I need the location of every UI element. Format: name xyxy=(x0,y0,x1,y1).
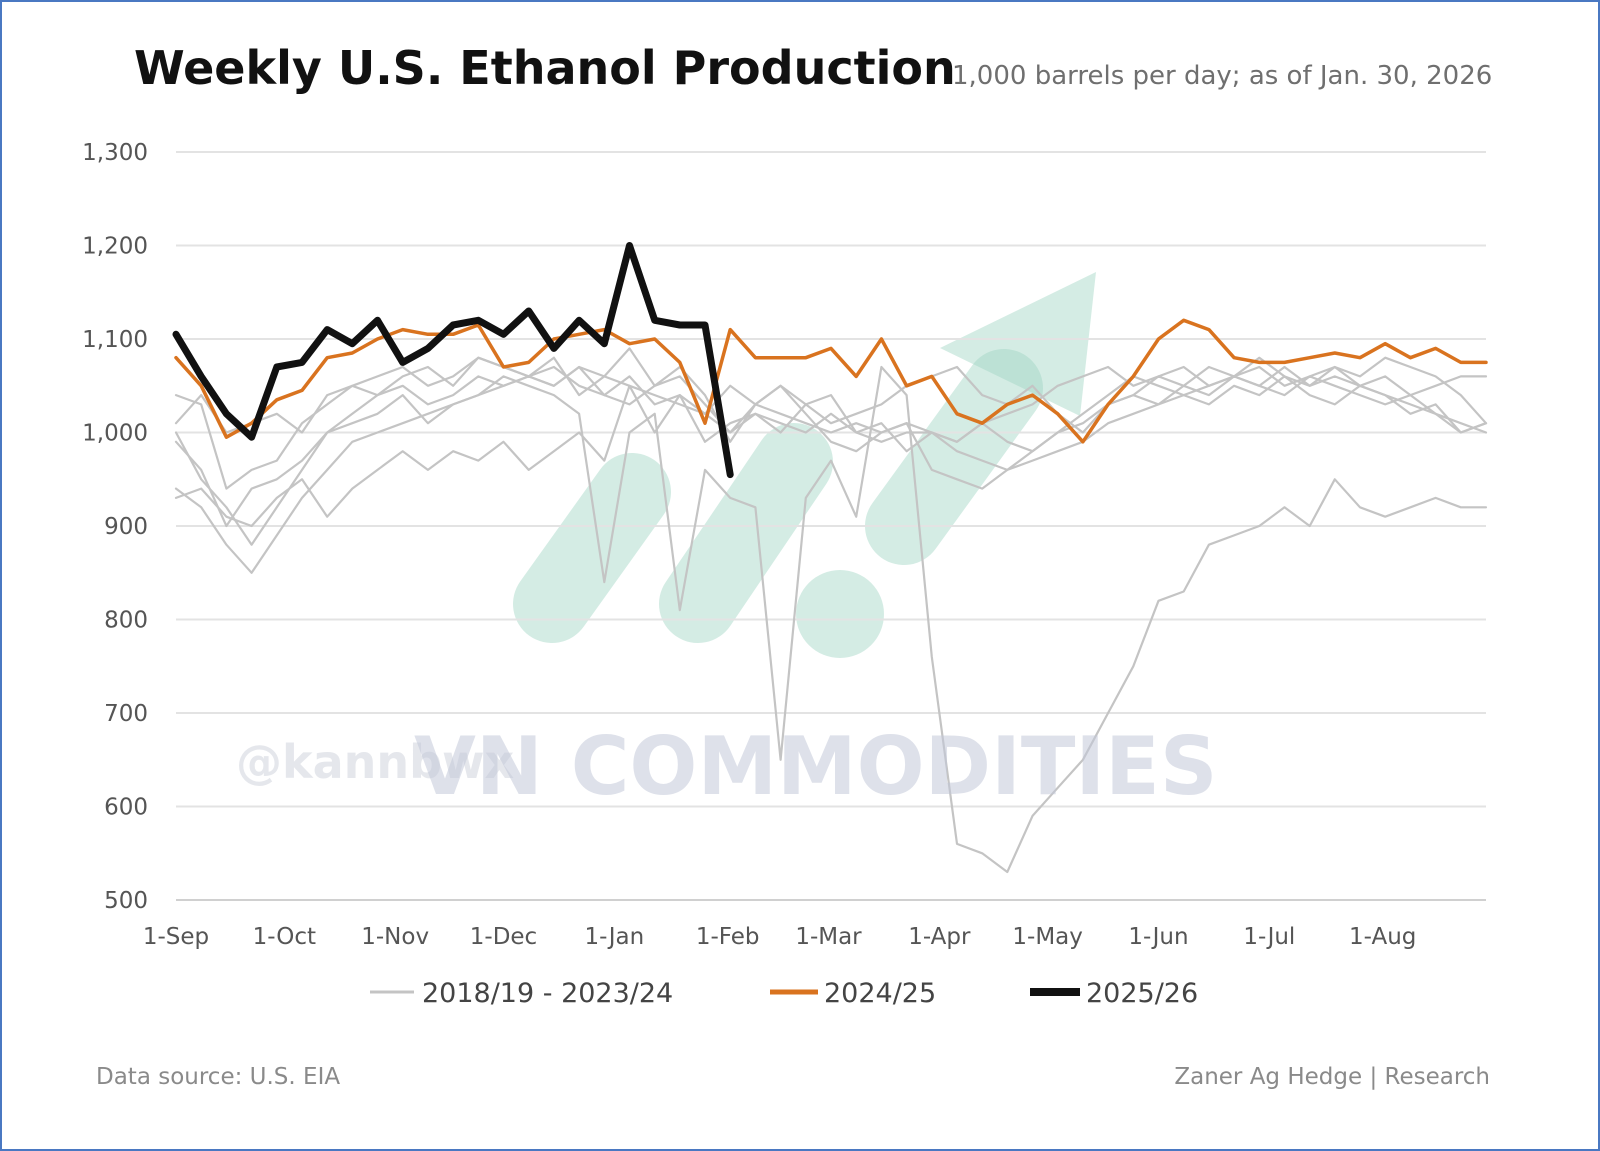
x-tick-label: 1-Jul xyxy=(1243,924,1295,950)
x-tick-label: 1-Nov xyxy=(361,924,429,950)
watermark-arrow-bar-2 xyxy=(659,423,833,643)
legend-label-history: 2018/19 - 2023/24 xyxy=(422,978,673,1009)
series-line-y2024-6 xyxy=(174,318,1488,444)
legend: 2018/19 - 2023/24 2024/25 2025/26 xyxy=(370,978,1198,1009)
y-tick-label: 600 xyxy=(104,795,148,821)
watermark-arrow-head xyxy=(940,272,1096,416)
y-tick-label: 1,100 xyxy=(82,327,148,353)
y-tick-label: 900 xyxy=(104,514,148,540)
x-tick-label: 1-May xyxy=(1012,924,1082,950)
series-line-y2025-7 xyxy=(172,242,734,479)
chart-title: Weekly U.S. Ethanol Production xyxy=(134,41,956,95)
watermark-arrow-dot xyxy=(796,570,884,658)
y-tick-label: 1,300 xyxy=(82,140,148,166)
y-axis-ticks: 500 600 700 800 900 1,000 1,100 1,200 1,300 xyxy=(82,140,148,914)
chart-subtitle: 1,000 barrels per day; as of Jan. 30, 20… xyxy=(952,61,1492,91)
x-tick-label: 1-Oct xyxy=(253,924,316,950)
x-tick-label: 1-Jan xyxy=(585,924,645,950)
x-axis-ticks: 1-Sep 1-Oct 1-Nov 1-Dec 1-Jan 1-Feb 1-Mar 1-Apr… xyxy=(143,924,1417,950)
watermark-brand: VN COMMODITIES xyxy=(414,720,1217,813)
x-tick-label: 1-Feb xyxy=(696,924,760,950)
x-tick-label: 1-Jun xyxy=(1128,924,1188,950)
series-line-history-5 xyxy=(174,365,1488,874)
series-line-history-2 xyxy=(174,365,1488,574)
watermark-arrow-icon xyxy=(513,272,1096,658)
watermark-arrow-shaft xyxy=(865,349,1043,565)
legend-label-2024: 2024/25 xyxy=(824,978,936,1009)
x-tick-label: 1-Apr xyxy=(908,924,971,950)
footer-source: Data source: U.S. EIA xyxy=(96,1064,340,1090)
footer-credit: Zaner Ag Hedge | Research xyxy=(1174,1064,1490,1090)
x-tick-label: 1-Aug xyxy=(1349,924,1416,950)
y-tick-label: 500 xyxy=(104,888,148,914)
watermark-handle: @kannbwx xyxy=(236,735,514,789)
y-tick-label: 700 xyxy=(104,701,148,727)
series-lines xyxy=(172,242,1488,874)
series-line-history-0 xyxy=(174,356,1488,443)
series-line-history-1 xyxy=(174,365,1488,528)
y-tick-label: 1,200 xyxy=(82,234,148,260)
y-tick-label: 1,000 xyxy=(82,421,148,447)
y-tick-label: 800 xyxy=(104,608,148,634)
ethanol-chart: Weekly U.S. Ethanol Production 1,000 bar… xyxy=(82,41,1492,1090)
legend-label-2025: 2025/26 xyxy=(1086,978,1198,1009)
x-tick-label: 1-Sep xyxy=(143,924,209,950)
x-tick-label: 1-Mar xyxy=(795,924,862,950)
x-tick-label: 1-Dec xyxy=(470,924,537,950)
series-line-history-3 xyxy=(174,375,1488,528)
watermark-arrow-bar-1 xyxy=(513,453,671,643)
